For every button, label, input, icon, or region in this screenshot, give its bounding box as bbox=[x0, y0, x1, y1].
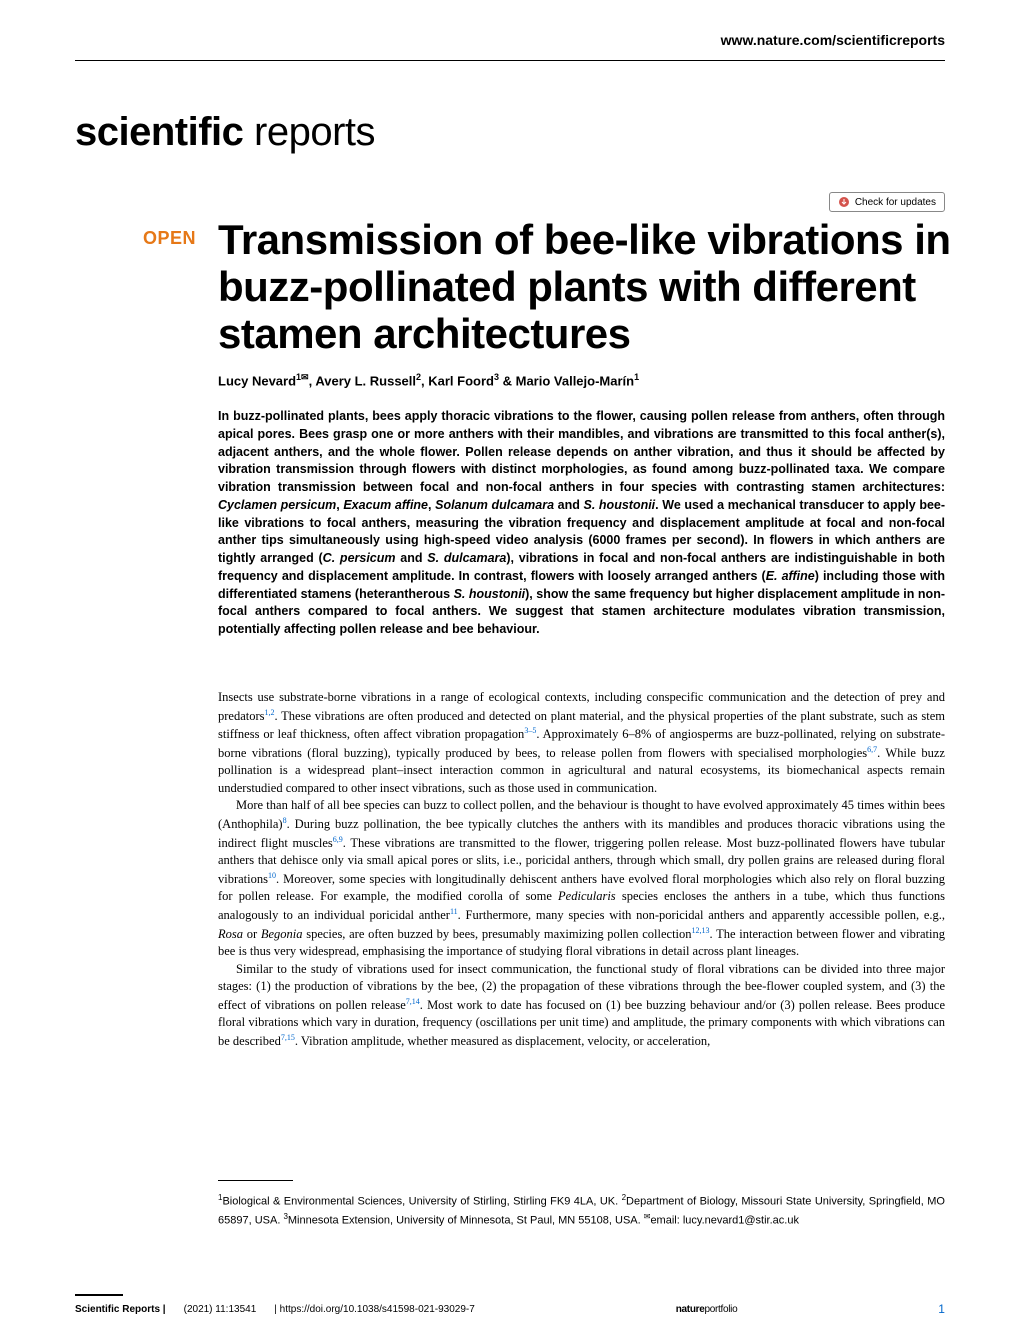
top-rule bbox=[75, 60, 945, 61]
author-list: Lucy Nevard1✉, Avery L. Russell2, Karl F… bbox=[218, 372, 639, 388]
check-updates-badge[interactable]: Check for updates bbox=[829, 192, 945, 212]
journal-logo: scientific reports bbox=[75, 110, 375, 155]
updates-icon bbox=[838, 196, 850, 208]
journal-bold: scientific bbox=[75, 110, 243, 154]
affiliations: 1Biological & Environmental Sciences, Un… bbox=[218, 1192, 945, 1229]
journal-thin: reports bbox=[243, 110, 375, 154]
affiliations-rule bbox=[218, 1180, 293, 1181]
page-number: 1 bbox=[938, 1302, 945, 1316]
para-2: More than half of all bee species can bu… bbox=[218, 797, 945, 960]
body-text: Insects use substrate-borne vibrations i… bbox=[218, 689, 945, 1051]
updates-label: Check for updates bbox=[855, 197, 936, 208]
header-url: www.nature.com/scientificreports bbox=[721, 32, 945, 48]
footer-citation: (2021) 11:13541 bbox=[184, 1304, 257, 1315]
open-access-badge: OPEN bbox=[143, 228, 196, 249]
para-1: Insects use substrate-borne vibrations i… bbox=[218, 689, 945, 797]
abstract: In buzz-pollinated plants, bees apply th… bbox=[218, 408, 945, 639]
article-title: Transmission of bee-like vibrations in b… bbox=[218, 216, 970, 357]
volume-rule bbox=[75, 1294, 123, 1296]
footer-doi: | https://doi.org/10.1038/s41598-021-930… bbox=[274, 1304, 475, 1315]
para-3: Similar to the study of vibrations used … bbox=[218, 961, 945, 1051]
portfolio-thin: portfolio bbox=[704, 1304, 737, 1315]
footer-journal: Scientific Reports | bbox=[75, 1304, 166, 1315]
portfolio-bold: nature bbox=[676, 1304, 705, 1315]
footer: Scientific Reports | (2021) 11:13541 | h… bbox=[75, 1302, 945, 1316]
footer-portfolio: natureportfolio bbox=[676, 1304, 738, 1315]
